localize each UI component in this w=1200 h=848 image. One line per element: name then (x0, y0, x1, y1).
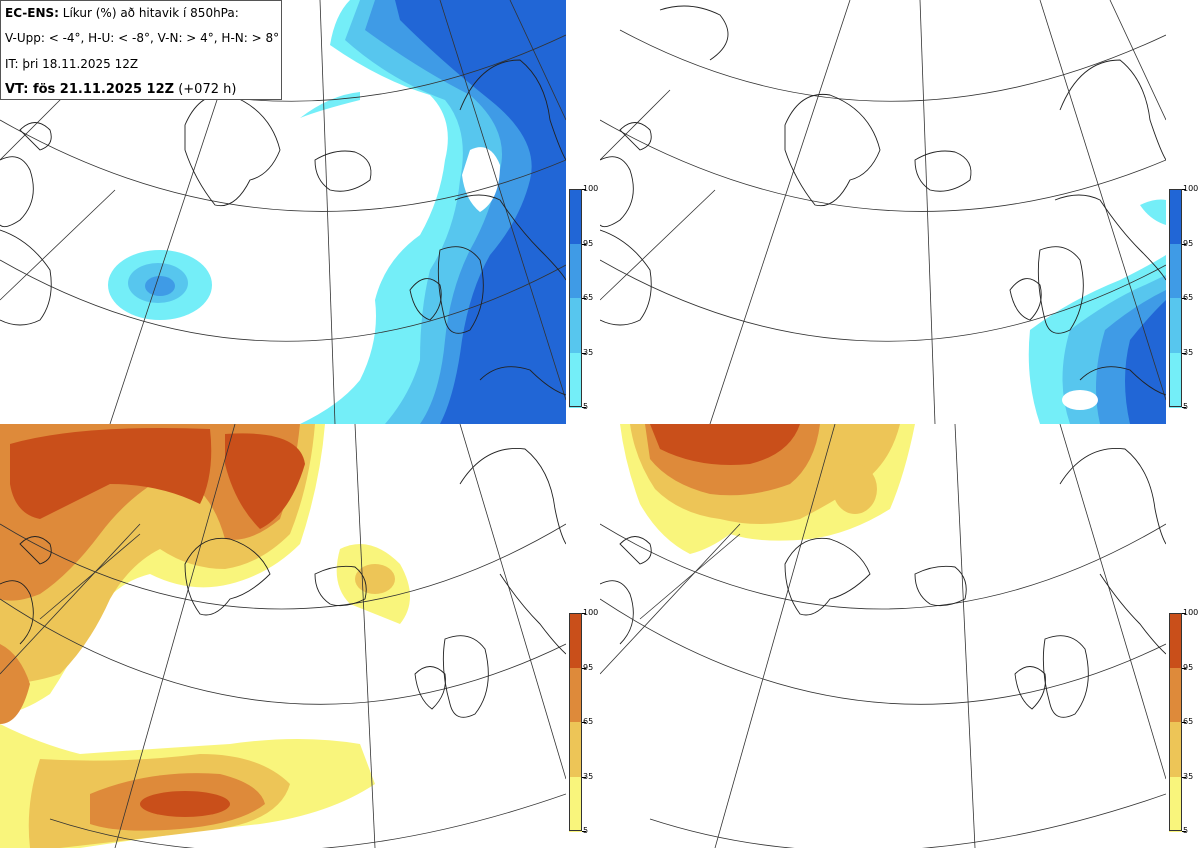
colorbar-segment (1169, 613, 1182, 668)
colorbar-tick (1182, 613, 1186, 614)
colorbar-tick (1182, 722, 1186, 723)
colorbar-tick (582, 407, 586, 408)
warm-probability-field (0, 424, 410, 848)
colorbar-label: 35 (583, 347, 594, 357)
map-panel-cold-8 (600, 0, 1166, 424)
colorbar-tick (582, 831, 586, 832)
colorbar-label: 65 (583, 717, 594, 726)
colorbar-segment (569, 352, 582, 408)
map-panel-cold-4: EC-ENS: Líkur (%) að hitavik í 850hPa: V… (0, 0, 566, 424)
colorbar-label: 100 (583, 184, 599, 193)
thresholds-line: V-Upp: < -4°, H-U: < -8°, V-N: > 4°, H-N… (5, 31, 280, 45)
map-panel-warm-4 (0, 424, 566, 848)
model-name: EC-ENS: (5, 6, 59, 20)
graticule (600, 0, 1166, 424)
coastlines (0, 448, 566, 718)
colorbar-label: 100 (1183, 184, 1199, 193)
colorbar-tick (582, 298, 586, 299)
colorbar-cold-left: 100 95 65 35 5 (569, 185, 605, 411)
title-line: EC-ENS: Líkur (%) að hitavik í 850hPa: (5, 6, 239, 20)
warm-probability-field (620, 424, 915, 554)
colorbar-tick (582, 667, 586, 669)
colorbar-tick (1182, 243, 1186, 245)
colorbar-label: 100 (583, 608, 599, 617)
colorbar-tick (582, 243, 586, 245)
colorbar-tick (582, 352, 586, 354)
colorbar-label: 95 (1183, 238, 1194, 248)
colorbar-frame (569, 613, 582, 831)
colorbar-label: 5 (583, 826, 589, 835)
colorbar-tick (1182, 352, 1186, 354)
colorbar-label: 5 (583, 402, 589, 411)
colorbar-label: 35 (583, 771, 594, 781)
colorbar-label: 95 (1183, 662, 1194, 672)
info-box: EC-ENS: Líkur (%) að hitavik í 850hPa: V… (0, 0, 282, 100)
map-panel-warm-8 (600, 424, 1166, 848)
colorbar-segment (1169, 776, 1182, 832)
colorbar-segment (569, 243, 582, 299)
colorbar-warm-right: 100 95 65 35 5 (1169, 609, 1200, 835)
colorbar-segment (1169, 243, 1182, 299)
colorbar-segment (1169, 298, 1182, 353)
colorbar-label: 95 (583, 662, 594, 672)
colorbar-segment (569, 776, 582, 832)
graticule (0, 424, 566, 848)
colorbar-tick (582, 189, 586, 190)
lead-time: (+072 h) (178, 82, 237, 97)
colorbar-tick (1182, 667, 1186, 669)
colorbar-tick (1182, 407, 1186, 408)
colorbar-segment (1169, 667, 1182, 723)
colorbar-segment (1169, 722, 1182, 777)
colorbar-warm-left: 100 95 65 35 5 (569, 609, 605, 835)
coastlines (600, 5, 1166, 396)
colorbar-segment (1169, 189, 1182, 244)
colorbar-tick (1182, 831, 1186, 832)
colorbar-label: 5 (1183, 826, 1189, 835)
colorbar-segment (569, 613, 582, 668)
colorbar-label: 65 (583, 293, 594, 302)
colorbar-tick (582, 613, 586, 614)
colorbar-tick (1182, 189, 1186, 190)
colorbar-segment (569, 298, 582, 353)
title-text: Líkur (%) að hitavik í 850hPa: (62, 6, 239, 20)
map-cold-4 (0, 0, 566, 424)
colorbar-label: 35 (1183, 347, 1194, 357)
colorbar-segment (569, 189, 582, 244)
colorbar-label: 65 (1183, 717, 1194, 726)
map-warm-8 (600, 424, 1166, 848)
colorbar-tick (1182, 776, 1186, 778)
colorbar-segment (569, 722, 582, 777)
coastlines (600, 448, 1166, 718)
colorbar-frame (569, 189, 582, 407)
graticule (600, 424, 1166, 848)
colorbar-frame (1169, 189, 1182, 407)
colorbar-segment (1169, 352, 1182, 408)
colorbar-segment (569, 667, 582, 723)
colorbar-tick (582, 776, 586, 778)
colorbar-cold-right: 100 95 65 35 5 (1169, 185, 1200, 411)
valid-time: VT: fös 21.11.2025 12Z (5, 82, 175, 97)
map-warm-4 (0, 424, 566, 848)
colorbar-tick (582, 722, 586, 723)
colorbar-frame (1169, 613, 1182, 831)
map-cold-8 (600, 0, 1166, 424)
colorbar-label: 35 (1183, 771, 1194, 781)
colorbar-tick (1182, 298, 1186, 299)
init-time-line: IT: þri 18.11.2025 12Z (5, 57, 139, 71)
colorbar-label: 95 (583, 238, 594, 248)
colorbar-label: 5 (1183, 402, 1189, 411)
cold-probability-field (1028, 199, 1166, 424)
colorbar-label: 65 (1183, 293, 1194, 302)
cold-probability-field (108, 0, 566, 424)
colorbar-label: 100 (1183, 608, 1199, 617)
valid-time-line: VT: fös 21.11.2025 12Z (+072 h) (5, 82, 236, 97)
